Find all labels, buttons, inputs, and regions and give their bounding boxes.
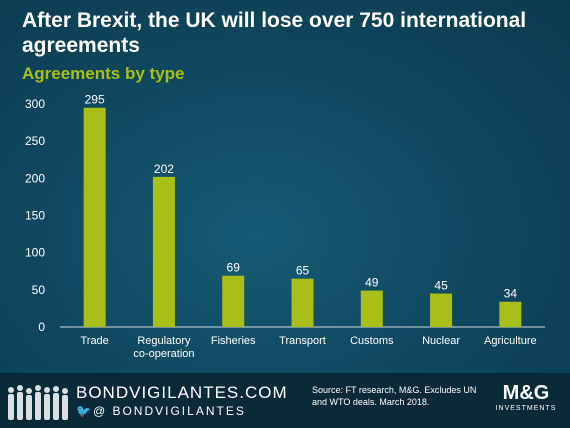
twitter-handle-text: @ BONDVIGILANTES xyxy=(92,404,246,418)
chart-title: Agreements by type xyxy=(22,64,185,83)
y-tick-label: 0 xyxy=(38,320,45,334)
bar xyxy=(291,278,314,327)
y-tick-label: 50 xyxy=(32,283,46,297)
bar xyxy=(360,290,383,327)
logo-sub-text: INVESTMENTS xyxy=(495,405,557,412)
x-tick-label: Customs xyxy=(350,335,394,347)
brand-name[interactable]: BONDVIGILANTES.COM xyxy=(76,383,288,402)
data-label: 34 xyxy=(504,287,518,301)
data-label: 49 xyxy=(365,276,379,290)
y-tick-label: 300 xyxy=(25,97,45,111)
y-tick-label: 100 xyxy=(25,246,45,260)
x-tick-label: Trade xyxy=(80,335,108,347)
source-note: Source: FT research, M&G. Excludes UN an… xyxy=(312,385,477,407)
data-label: 295 xyxy=(85,93,105,107)
crowd-silhouette-icon xyxy=(8,385,68,420)
logo-main-text: M&G xyxy=(502,382,550,404)
y-tick-label: 200 xyxy=(25,171,45,185)
x-tick-label: Regulatory co-operation xyxy=(133,335,194,360)
page-title: After Brexit, the UK will lose over 750 … xyxy=(22,9,527,57)
y-tick-label: 250 xyxy=(25,134,45,148)
x-tick-label: Nuclear xyxy=(422,335,460,347)
data-label: 45 xyxy=(434,279,448,293)
bar xyxy=(430,293,453,327)
y-tick-label: 150 xyxy=(25,209,45,223)
data-label: 202 xyxy=(154,162,174,176)
data-label: 65 xyxy=(296,264,310,278)
bar xyxy=(499,301,522,327)
x-tick-label: Transport xyxy=(279,335,326,347)
bar-chart: 0 50 100 150 200 250 300 295 Trade 202 Regulatory c… xyxy=(25,93,545,360)
footer: BONDVIGILANTES.COM 🐦@ BONDVIGILANTES Sou… xyxy=(0,373,570,428)
mg-logo: M&G INVESTMENTS xyxy=(492,381,560,421)
bar xyxy=(222,275,245,327)
twitter-bird-icon: 🐦 xyxy=(76,404,93,418)
bar xyxy=(152,176,175,327)
twitter-handle[interactable]: 🐦@ BONDVIGILANTES xyxy=(76,404,246,418)
bar xyxy=(83,107,106,327)
x-tick-label: Fisheries xyxy=(211,335,256,347)
data-label: 69 xyxy=(227,261,241,275)
x-tick-label: Agriculture xyxy=(484,335,537,347)
